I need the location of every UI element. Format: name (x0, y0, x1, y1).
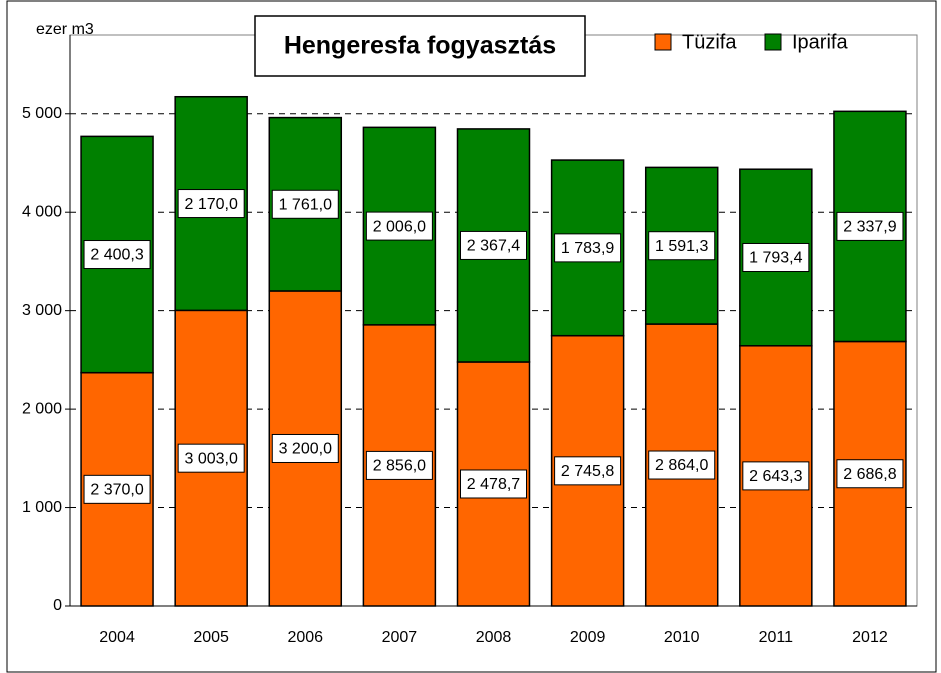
value-label-box (271, 189, 339, 219)
legend-swatch (654, 33, 672, 51)
y-axis-unit: ezer m3 (36, 21, 94, 38)
y-tick-label: 1 000 (22, 499, 62, 516)
value-label: 2 006,0 (373, 218, 426, 235)
value-label: 3 003,0 (184, 450, 237, 467)
chart-title: Hengeresfa fogyasztás (284, 32, 556, 60)
value-label: 2 478,7 (467, 476, 520, 493)
value-label-box (365, 211, 433, 241)
value-label-box (648, 450, 716, 480)
y-tick-label: 0 (53, 597, 62, 614)
value-label-box (554, 456, 622, 486)
value-label-box (177, 443, 245, 473)
value-label: 1 783,9 (561, 240, 614, 257)
x-tick-label: 2011 (759, 629, 794, 646)
title-box (254, 15, 586, 77)
value-label-box (836, 211, 904, 241)
y-tick-label: 2 000 (22, 400, 62, 417)
y-tick-label: 3 000 (22, 302, 62, 319)
value-label: 2 686,8 (843, 466, 896, 483)
x-tick-label: 2008 (476, 629, 512, 646)
x-tick-label: 2010 (664, 629, 700, 646)
x-tick-label: 2009 (570, 629, 606, 646)
value-label: 2 856,0 (373, 458, 426, 475)
value-label: 2 170,0 (184, 196, 237, 213)
value-label: 2 367,4 (467, 238, 520, 255)
value-label-box (365, 450, 433, 480)
x-tick-label: 2012 (852, 629, 888, 646)
y-tick-label: 5 000 (22, 105, 62, 122)
legend-label: Iparifa (792, 31, 848, 53)
value-label-box (460, 230, 527, 260)
value-label-box (271, 433, 339, 463)
value-label-box (648, 231, 716, 261)
value-label: 2 643,3 (749, 468, 802, 485)
y-tick-label: 4 000 (22, 203, 62, 220)
value-label-box (554, 233, 622, 263)
value-label: 2 370,0 (90, 482, 143, 499)
x-tick-label: 2005 (193, 629, 229, 646)
value-label: 2 745,8 (561, 463, 614, 480)
value-label: 3 200,0 (279, 441, 332, 458)
legend-swatch (764, 33, 782, 51)
value-label: 1 761,0 (279, 197, 332, 214)
legend-label: Tüzifa (682, 31, 737, 53)
x-tick-label: 2007 (382, 629, 418, 646)
value-label: 2 400,3 (90, 247, 143, 264)
value-label: 1 793,4 (749, 250, 802, 267)
value-label: 2 337,9 (843, 219, 896, 236)
value-label-box (83, 240, 151, 270)
value-label-box (742, 461, 810, 491)
x-tick-label: 2004 (99, 629, 135, 646)
value-label: 1 591,3 (655, 238, 708, 255)
value-label-box (177, 189, 245, 219)
value-label-box (742, 242, 810, 272)
x-tick-label: 2006 (287, 629, 323, 646)
value-label-box (460, 469, 527, 499)
value-label: 2 864,0 (655, 457, 708, 474)
value-label-box (83, 474, 151, 504)
value-label-box (836, 459, 904, 489)
